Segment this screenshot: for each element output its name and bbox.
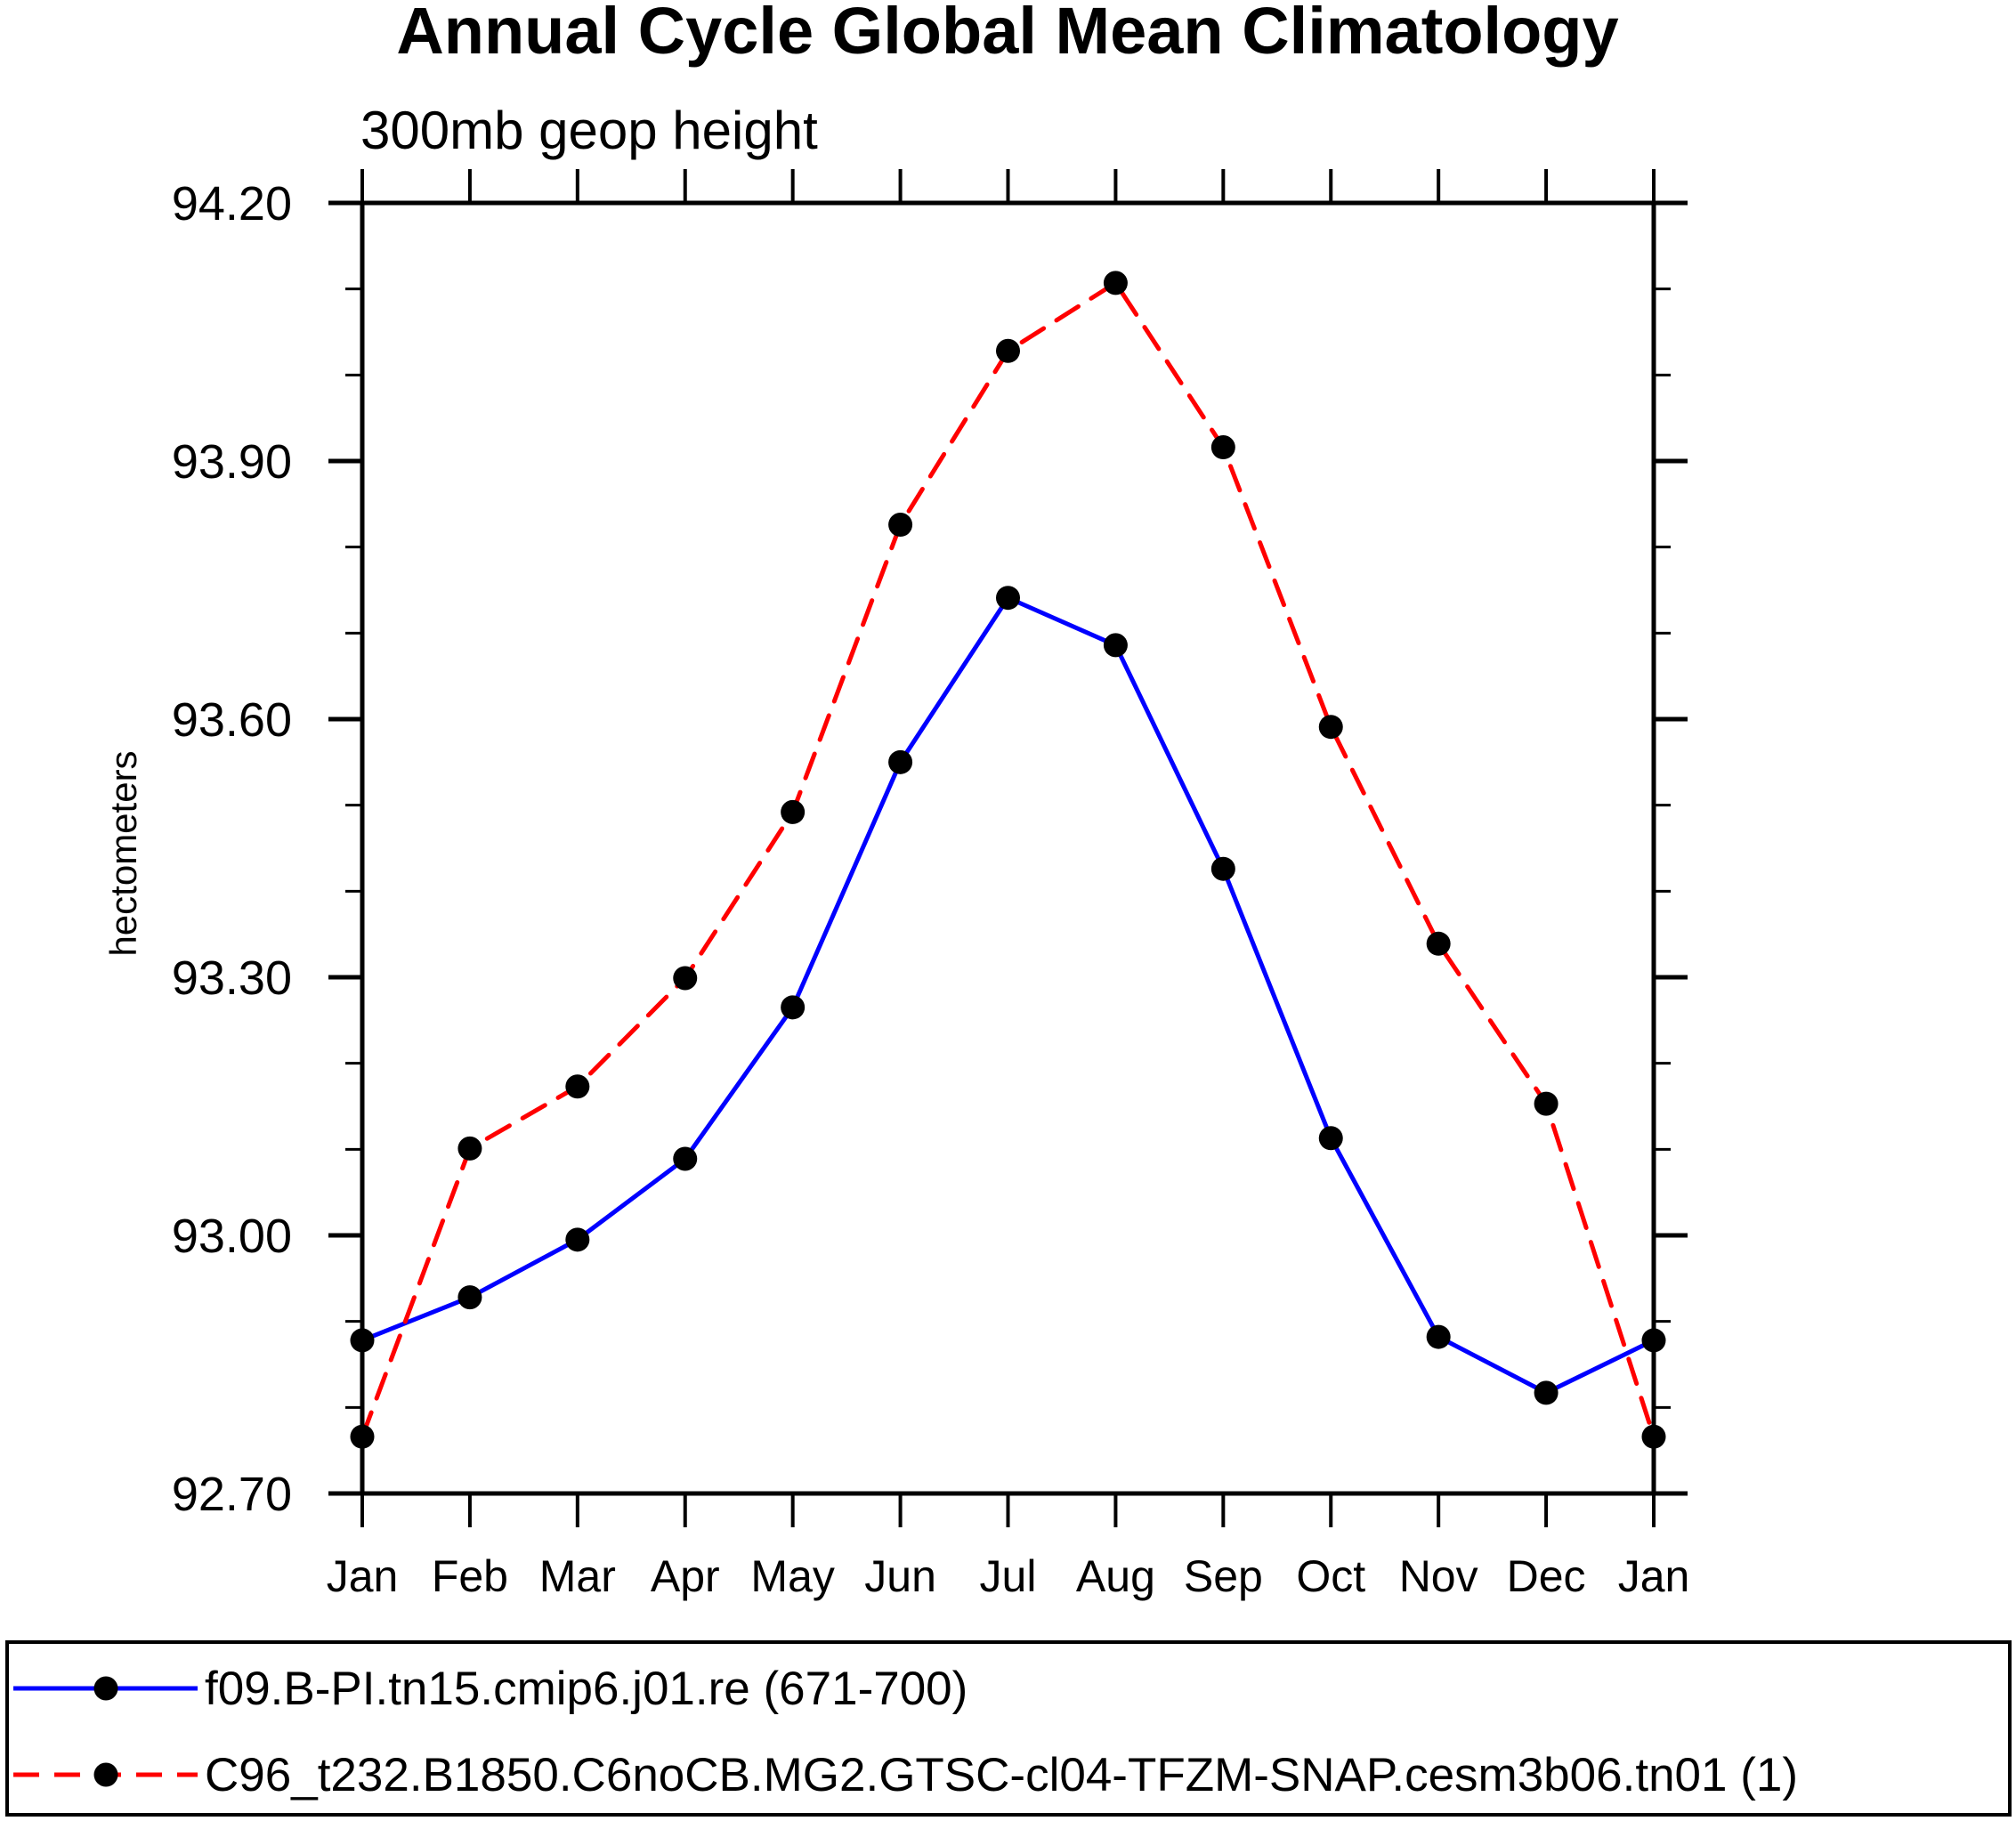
data-point-series-1 [1103, 633, 1128, 658]
data-point-series-1 [1318, 1126, 1343, 1151]
data-point-series-1 [1210, 856, 1235, 881]
legend-box [5, 1640, 2012, 1817]
data-point-series-2 [1534, 1091, 1559, 1116]
axes: Jan Feb Mar Apr May Jun Jul Aug Sep Oct Nov Dec Jan 9… [172, 169, 1689, 1601]
data-point-series-2 [673, 966, 698, 991]
x-tick-label: Dec [1507, 1551, 1586, 1601]
data-point-series-1 [457, 1285, 482, 1310]
y-tick-label: 93.30 [172, 951, 292, 1005]
data-point-series-2 [1210, 435, 1235, 460]
x-tick-label: Oct [1296, 1551, 1365, 1601]
legend: f09.B-PI.tn15.cmip6.j01.re (671-700) C96_… [5, 1640, 2012, 1817]
x-tick-label: Jan [327, 1551, 399, 1601]
data-point-series-2 [1426, 931, 1451, 956]
data-point-series-2 [1318, 715, 1343, 740]
data-point-series-1 [996, 586, 1020, 611]
y-tick-label: 93.00 [172, 1210, 292, 1263]
series-line-2 [360, 280, 1656, 1439]
data-point-series-2 [996, 338, 1020, 363]
data-point-series-2 [781, 799, 806, 824]
data-point-series-2 [350, 1424, 375, 1449]
data-point-series-2 [888, 513, 913, 538]
y-tick-label: 93.90 [172, 435, 292, 489]
y-tick-label: 92.70 [172, 1468, 292, 1521]
data-point-series-1 [673, 1146, 698, 1171]
series-layer [360, 280, 1656, 1439]
data-point-series-2 [1103, 271, 1128, 295]
plot-frame [360, 200, 1656, 1496]
data-point-series-1 [888, 749, 913, 774]
series-line-1 [361, 595, 1656, 1396]
x-tick-label: May [750, 1551, 834, 1601]
data-point-series-2 [457, 1136, 482, 1161]
data-point-series-1 [565, 1227, 590, 1252]
legend-marker-series-1 [93, 1676, 118, 1701]
x-tick-label: Aug [1076, 1551, 1155, 1601]
legend-label-series-1: f09.B-PI.tn15.cmip6.j01.re (671-700) [205, 1663, 968, 1715]
legend-marker-series-2 [93, 1762, 118, 1787]
data-point-series-1 [350, 1328, 375, 1353]
data-point-series-1 [1641, 1328, 1666, 1353]
data-point-series-1 [1534, 1380, 1559, 1405]
y-tick-label: 93.60 [172, 693, 292, 747]
data-point-series-2 [565, 1074, 590, 1099]
x-tick-label: Sep [1184, 1551, 1263, 1601]
chart-title: Annual Cycle Global Mean Climatology [396, 0, 1618, 68]
y-tick-label: 94.20 [172, 177, 292, 231]
markers-layer [350, 271, 1666, 1449]
y-axis-label: hectometers [102, 750, 144, 956]
x-tick-label: Apr [651, 1551, 720, 1601]
x-tick-label: Nov [1399, 1551, 1478, 1601]
data-point-series-1 [781, 995, 806, 1020]
chart-subtitle: 300mb geop height [360, 101, 818, 160]
x-tick-label: Jun [864, 1551, 936, 1601]
x-tick-label: Feb [432, 1551, 508, 1601]
x-tick-label: Jan [1618, 1551, 1690, 1601]
x-tick-label: Jul [980, 1551, 1037, 1601]
legend-label-series-2: C96_t232.B1850.C6noCB.MG2.GTSC-cl04-TFZM… [205, 1749, 1798, 1801]
x-tick-label: Mar [539, 1551, 616, 1601]
data-point-series-2 [1641, 1424, 1666, 1449]
data-point-series-1 [1426, 1324, 1451, 1349]
